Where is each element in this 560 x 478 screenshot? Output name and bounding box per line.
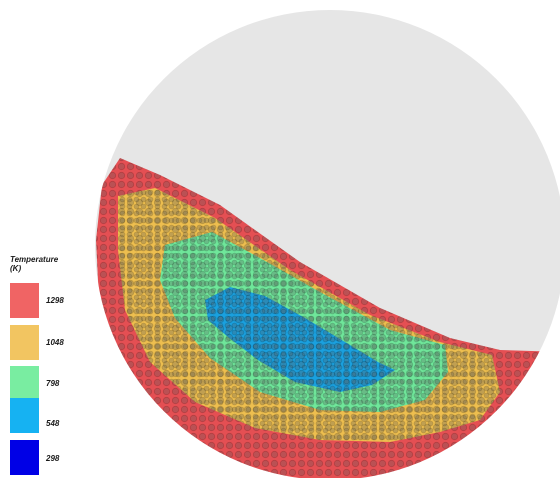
legend-swatch-1048 [10,325,39,360]
legend-label-298: 298 [46,454,60,463]
legend-label-548: 548 [46,419,60,428]
legend-label-1298: 1298 [46,296,64,305]
legend-label-798: 798 [46,379,60,388]
legend-swatch-1298 [10,283,39,318]
legend-title-line2: (K) [10,264,22,273]
legend-swatch-298 [10,440,39,475]
legend-swatch-798 [10,366,39,401]
inner-layers-texture [118,188,500,442]
legend-swatch-548 [10,398,39,433]
legend-title-line1: Temperature [10,255,59,264]
legend-label-1048: 1048 [46,338,64,347]
legend-title: Temperature (K) [10,255,90,273]
